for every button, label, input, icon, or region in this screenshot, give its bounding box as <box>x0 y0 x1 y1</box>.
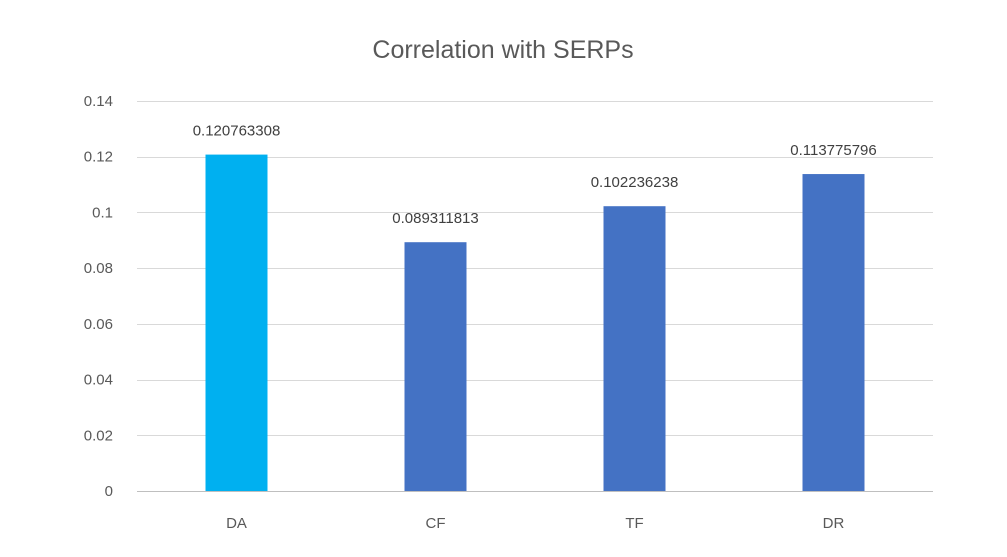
category-label-da: DA <box>226 515 247 532</box>
y-tick-label: 0.14 <box>84 93 113 110</box>
data-label-tf: 0.102236238 <box>591 174 679 191</box>
category-label-tf: TF <box>625 515 643 532</box>
chart-title: Correlation with SERPs <box>372 36 633 64</box>
gridlines <box>137 101 933 492</box>
y-tick-label: 0 <box>105 483 113 500</box>
y-tick-label: 0.04 <box>84 372 113 389</box>
data-label-da: 0.120763308 <box>193 123 281 140</box>
bar-da <box>205 154 268 491</box>
y-tick-label: 0.02 <box>84 427 113 444</box>
y-tick-label: 0.08 <box>84 260 113 277</box>
category-label-cf: CF <box>426 515 446 532</box>
data-label-dr: 0.113775796 <box>790 142 876 159</box>
bar-dr <box>802 174 865 491</box>
y-tick-label: 0.12 <box>84 149 113 166</box>
x-axis-category-labels: DA CF TF DR <box>226 515 844 532</box>
y-axis-tick-labels: 0 0.02 0.04 0.06 0.08 0.1 0.12 0.14 <box>84 93 113 500</box>
y-tick-label: 0.06 <box>84 316 113 333</box>
category-label-dr: DR <box>823 515 845 532</box>
bars <box>205 154 865 492</box>
data-labels: 0.120763308 0.089311813 0.102236238 0.11377… <box>193 123 877 228</box>
data-label-cf: 0.089311813 <box>392 210 478 227</box>
y-tick-label: 0.1 <box>92 204 113 221</box>
bar-cf <box>404 242 467 491</box>
bar-tf <box>603 206 666 492</box>
